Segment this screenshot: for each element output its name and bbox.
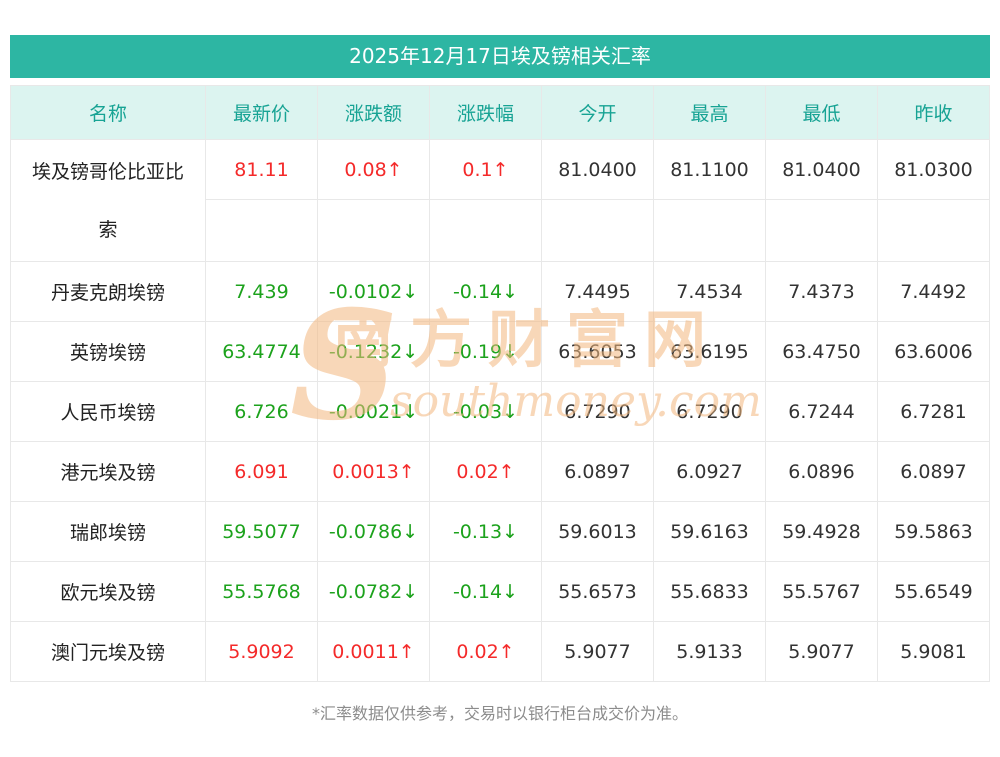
table-row: 港元埃及镑 6.091 0.0013↑ 0.02↑ 6.0897 6.0927 … — [10, 441, 990, 502]
cell-name: 欧元埃及镑 — [10, 561, 206, 622]
cell-open: 7.4495 — [541, 261, 654, 322]
table-row: 瑞郎埃镑 59.5077 -0.0786↓ -0.13↓ 59.6013 59.… — [10, 501, 990, 562]
cell-change-pct: -0.03↓ — [429, 381, 542, 442]
cell-name: 英镑埃镑 — [10, 321, 206, 382]
table-header-row: 名称 最新价 涨跌额 涨跌幅 今开 最高 最低 昨收 — [10, 85, 990, 140]
cell-change-pct: 0.1↑ — [429, 139, 542, 200]
cell-change-pct: -0.14↓ — [429, 561, 542, 622]
cell-change-pct: 0.02↑ — [429, 621, 542, 682]
footnote: *汇率数据仅供参考，交易时以银行柜台成交价为准。 — [311, 704, 688, 723]
column-header-open: 今开 — [541, 85, 654, 140]
cell-change-pct: -0.14↓ — [429, 261, 542, 322]
cell-open: 59.6013 — [541, 501, 654, 562]
cell-open: 5.9077 — [541, 621, 654, 682]
cell-low: 81.0400 — [765, 139, 878, 200]
cell-latest: 5.9092 — [205, 621, 318, 682]
table-row: 澳门元埃及镑 5.9092 0.0011↑ 0.02↑ 5.9077 5.913… — [10, 621, 990, 682]
cell-change: 0.08↑ — [317, 139, 430, 200]
cell-latest: 6.091 — [205, 441, 318, 502]
cell-low: 7.4373 — [765, 261, 878, 322]
cell-prev-close: 59.5863 — [877, 501, 990, 562]
empty-cell — [541, 199, 654, 262]
cell-low: 55.5767 — [765, 561, 878, 622]
column-header-latest-price: 最新价 — [205, 85, 318, 140]
cell-change-pct: 0.02↑ — [429, 441, 542, 502]
cell-change-pct: -0.19↓ — [429, 321, 542, 382]
table-row: 英镑埃镑 63.4774 -0.1232↓ -0.19↓ 63.6053 63.… — [10, 321, 990, 382]
cell-latest: 81.11 — [205, 139, 318, 200]
cell-prev-close: 55.6549 — [877, 561, 990, 622]
empty-cell — [429, 199, 542, 262]
cell-name: 丹麦克朗埃镑 — [10, 261, 206, 322]
cell-low: 63.4750 — [765, 321, 878, 382]
cell-low: 5.9077 — [765, 621, 878, 682]
cell-change: -0.0786↓ — [317, 501, 430, 562]
cell-high: 6.7290 — [653, 381, 766, 442]
cell-change: -0.0102↓ — [317, 261, 430, 322]
exchange-rates-table: 名称 最新价 涨跌额 涨跌幅 今开 最高 最低 昨收 埃及镑哥伦比亚比索 81.… — [10, 85, 990, 682]
cell-change: -0.0782↓ — [317, 561, 430, 622]
table-row: 埃及镑哥伦比亚比索 81.11 0.08↑ 0.1↑ 81.0400 81.11… — [10, 139, 990, 262]
table-row: 人民币埃镑 6.726 -0.0021↓ -0.03↓ 6.7290 6.729… — [10, 381, 990, 442]
cell-change: 0.0011↑ — [317, 621, 430, 682]
cell-name: 瑞郎埃镑 — [10, 501, 206, 562]
cell-prev-close: 6.7281 — [877, 381, 990, 442]
table-row: 欧元埃及镑 55.5768 -0.0782↓ -0.14↓ 55.6573 55… — [10, 561, 990, 622]
column-header-name: 名称 — [10, 85, 206, 140]
cell-change-pct: -0.13↓ — [429, 501, 542, 562]
cell-high: 7.4534 — [653, 261, 766, 322]
cell-open: 6.0897 — [541, 441, 654, 502]
cell-prev-close: 7.4492 — [877, 261, 990, 322]
cell-latest: 63.4774 — [205, 321, 318, 382]
cell-open: 55.6573 — [541, 561, 654, 622]
cell-prev-close: 63.6006 — [877, 321, 990, 382]
cell-latest: 59.5077 — [205, 501, 318, 562]
empty-cell — [205, 199, 318, 262]
cell-change: -0.0021↓ — [317, 381, 430, 442]
cell-high: 55.6833 — [653, 561, 766, 622]
cell-change: 0.0013↑ — [317, 441, 430, 502]
cell-change: -0.1232↓ — [317, 321, 430, 382]
empty-cell — [765, 199, 878, 262]
column-header-high: 最高 — [653, 85, 766, 140]
cell-high: 81.1100 — [653, 139, 766, 200]
column-header-prev-close: 昨收 — [877, 85, 990, 140]
cell-open: 81.0400 — [541, 139, 654, 200]
cell-low: 6.0896 — [765, 441, 878, 502]
table-row: 丹麦克朗埃镑 7.439 -0.0102↓ -0.14↓ 7.4495 7.45… — [10, 261, 990, 322]
cell-prev-close: 81.0300 — [877, 139, 990, 200]
cell-latest: 55.5768 — [205, 561, 318, 622]
cell-latest: 7.439 — [205, 261, 318, 322]
empty-cell — [317, 199, 430, 262]
cell-prev-close: 6.0897 — [877, 441, 990, 502]
column-header-low: 最低 — [765, 85, 878, 140]
cell-latest: 6.726 — [205, 381, 318, 442]
cell-name: 澳门元埃及镑 — [10, 621, 206, 682]
cell-high: 63.6195 — [653, 321, 766, 382]
page-title: 2025年12月17日埃及镑相关汇率 — [10, 35, 990, 78]
cell-high: 6.0927 — [653, 441, 766, 502]
empty-cell — [653, 199, 766, 262]
cell-name: 港元埃及镑 — [10, 441, 206, 502]
cell-open: 6.7290 — [541, 381, 654, 442]
cell-name: 人民币埃镑 — [10, 381, 206, 442]
cell-high: 59.6163 — [653, 501, 766, 562]
column-header-change-percent: 涨跌幅 — [429, 85, 542, 140]
cell-low: 59.4928 — [765, 501, 878, 562]
cell-high: 5.9133 — [653, 621, 766, 682]
cell-name: 埃及镑哥伦比亚比索 — [10, 139, 206, 262]
cell-prev-close: 5.9081 — [877, 621, 990, 682]
cell-low: 6.7244 — [765, 381, 878, 442]
column-header-change-amount: 涨跌额 — [317, 85, 430, 140]
cell-open: 63.6053 — [541, 321, 654, 382]
empty-cell — [877, 199, 990, 262]
